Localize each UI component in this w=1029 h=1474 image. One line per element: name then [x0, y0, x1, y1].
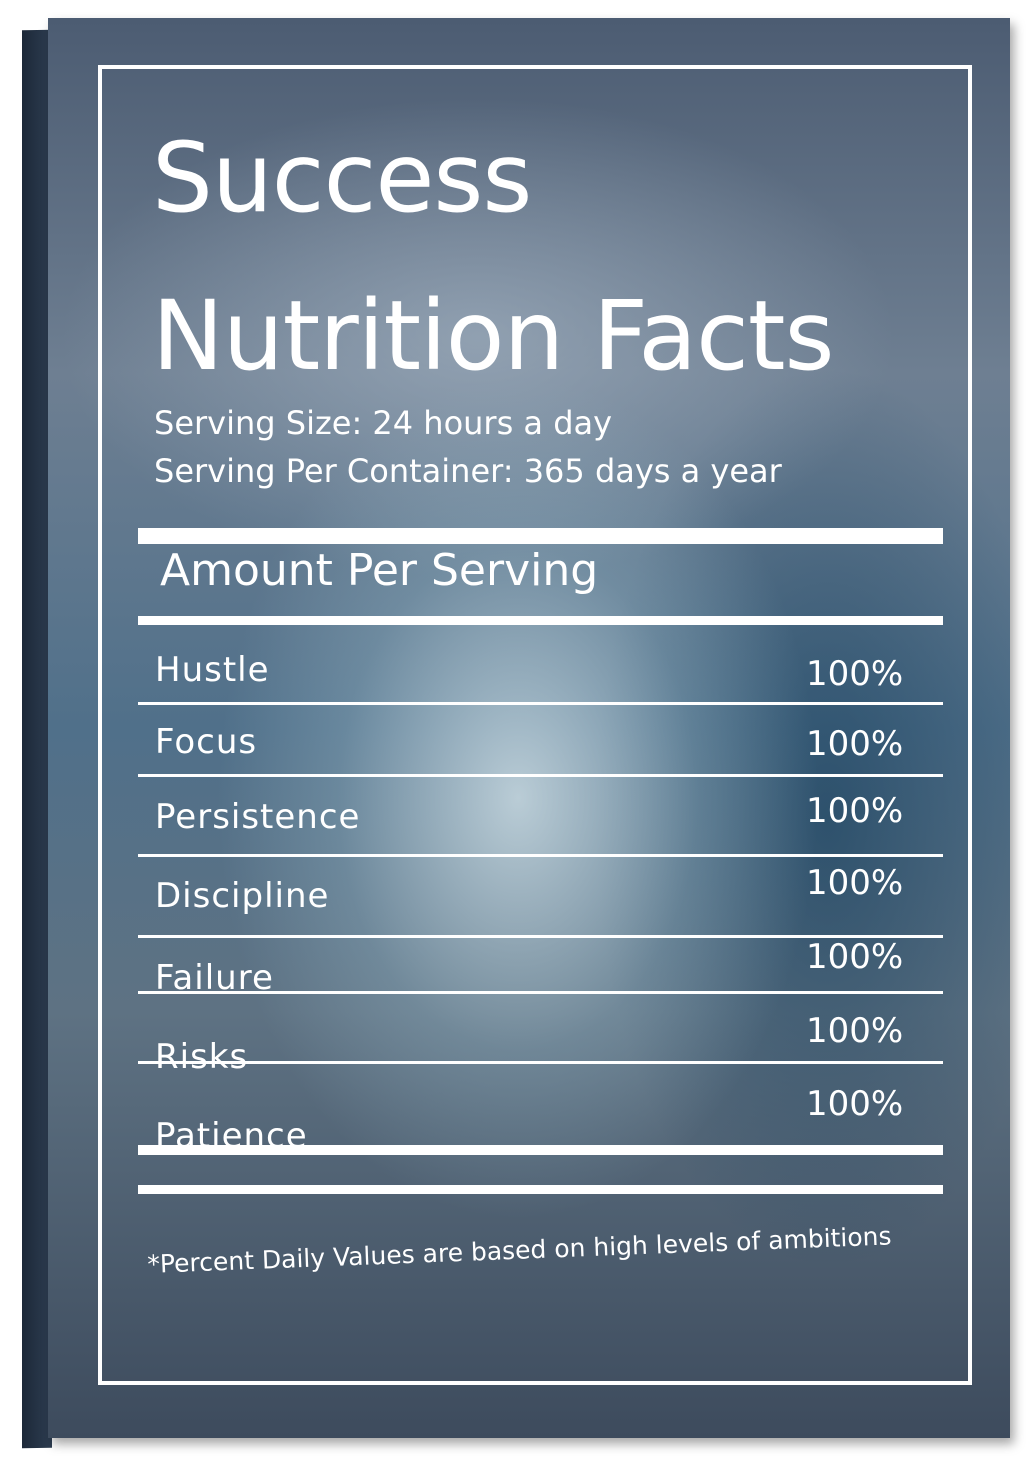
item-label: Persistence: [155, 797, 361, 837]
divider: [138, 702, 943, 705]
divider-thick: [138, 1145, 943, 1155]
serving-size: Serving Size: 24 hours a day: [154, 404, 613, 442]
item-value: 100%: [806, 937, 904, 977]
item-label: Discipline: [155, 876, 330, 916]
divider: [138, 935, 943, 938]
divider: [138, 616, 943, 625]
item-label: Risks: [155, 1037, 249, 1077]
item-value: 100%: [806, 791, 904, 831]
title-line-2: Nutrition Facts: [152, 280, 835, 392]
item-value: 100%: [806, 1011, 904, 1051]
divider: [138, 774, 943, 777]
title-line-1: Success: [152, 122, 532, 234]
amount-per-serving-header: Amount Per Serving: [160, 545, 599, 596]
divider-thick: [138, 1185, 943, 1194]
serving-per-container: Serving Per Container: 365 days a year: [154, 452, 782, 490]
divider-thick: [138, 528, 943, 544]
item-value: 100%: [806, 654, 904, 694]
item-label: Hustle: [155, 650, 270, 690]
divider: [138, 991, 943, 994]
divider: [138, 1061, 943, 1064]
canvas-print: Success Nutrition Facts Serving Size: 24…: [48, 18, 1010, 1438]
item-label: Focus: [155, 722, 258, 762]
white-frame-border: [98, 65, 972, 1385]
item-value: 100%: [806, 863, 904, 903]
item-value: 100%: [806, 1084, 904, 1124]
divider: [138, 854, 943, 857]
item-value: 100%: [806, 724, 904, 764]
